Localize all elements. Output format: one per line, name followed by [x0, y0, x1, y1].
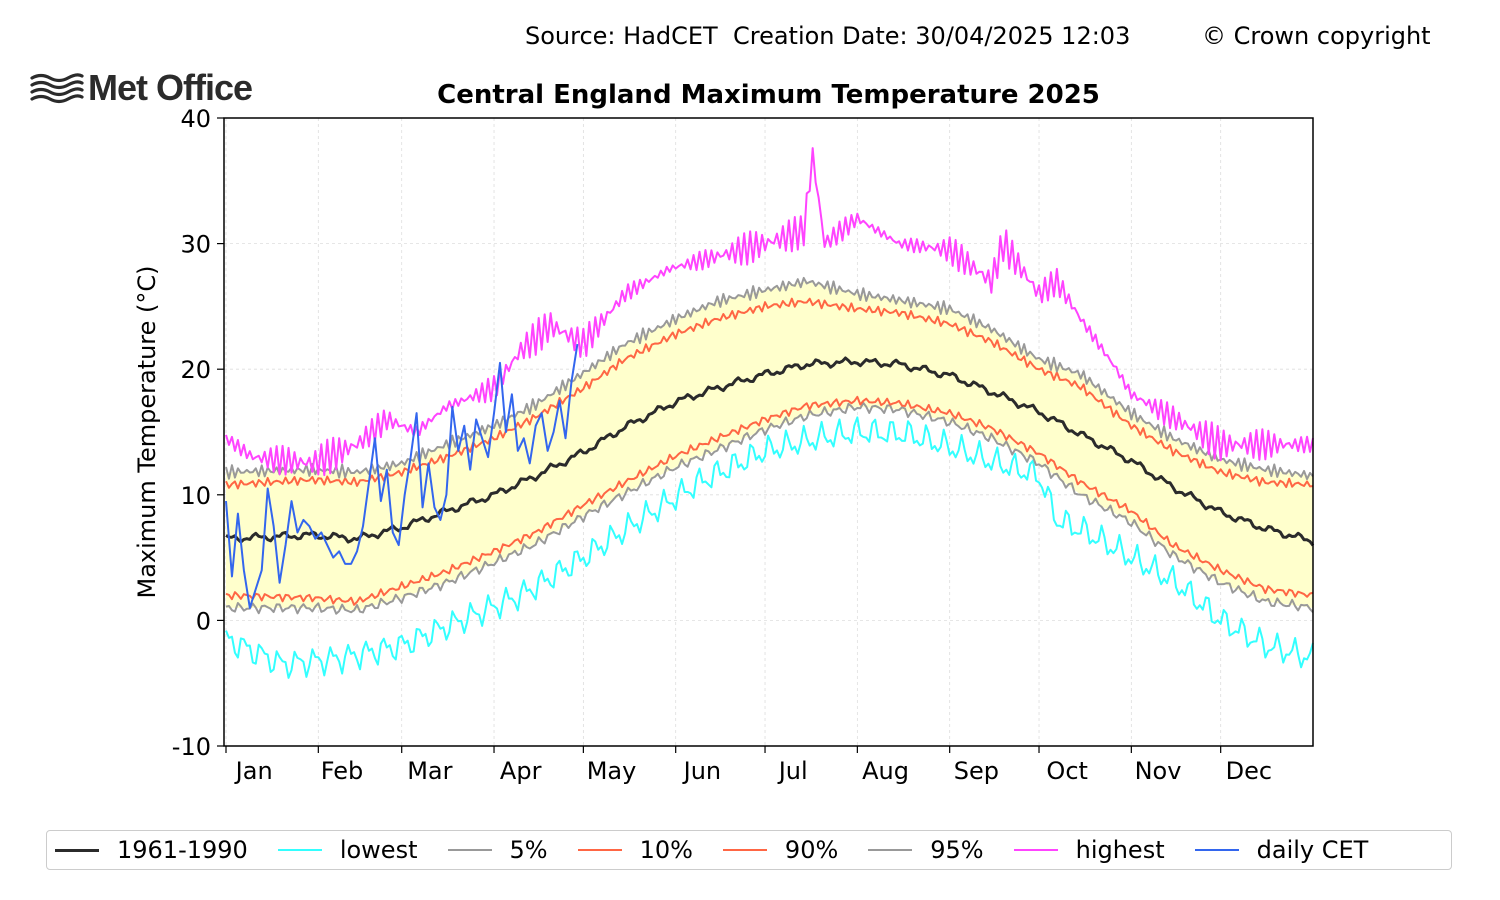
- legend-item: daily CET: [1194, 836, 1369, 864]
- legend-item: 1961-1990: [55, 836, 248, 864]
- legend-label: 1961-1990: [117, 836, 248, 864]
- legend-swatch: [277, 849, 322, 851]
- y-axis-label: Maximum Temperature (°C): [133, 265, 161, 598]
- month-label: Jun: [682, 757, 722, 785]
- header-copyright-text: © Crown copyright: [1202, 22, 1431, 50]
- legend-item: 10%: [577, 836, 693, 864]
- month-label: May: [587, 757, 637, 785]
- legend: 1961-1990 lowest 5% 10% 90% 95% highest daily C…: [46, 830, 1452, 870]
- series-line-lowest: [225, 416, 1314, 679]
- month-label: Jan: [234, 757, 273, 785]
- series-line-1961-1990: [225, 356, 1315, 547]
- series-line-daily-cet: [225, 343, 579, 609]
- series-line-90-: [225, 297, 1314, 490]
- legend-item: highest: [1013, 836, 1165, 864]
- month-label: Nov: [1135, 757, 1182, 785]
- header-source-text: Source: HadCET Creation Date: 30/04/2025…: [525, 22, 1131, 50]
- percentile-band: [226, 281, 1313, 611]
- plot-frame: [223, 117, 1314, 747]
- series-lines: [225, 147, 1315, 679]
- chart-title: Central England Maximum Temperature 2025: [437, 80, 1100, 110]
- legend-item: 90%: [722, 836, 839, 864]
- legend-label: 5%: [509, 836, 548, 864]
- series-line-highest: [225, 147, 1314, 477]
- series-line-10-: [225, 395, 1314, 606]
- legend-item: 5%: [447, 836, 548, 864]
- logo-text: Met Office: [88, 67, 253, 108]
- legend-label: daily CET: [1256, 836, 1369, 864]
- grid: [224, 118, 1313, 746]
- month-label: Sep: [954, 757, 999, 785]
- met-office-waves-icon: [30, 73, 84, 104]
- legend-item: 95%: [868, 836, 984, 864]
- met-office-logo: Met Office: [30, 66, 253, 110]
- legend-swatch: [447, 849, 492, 851]
- axes: 40 30 20 10 0 -10 Jan Feb Mar Apr May Jun Jul Aug Sep O…: [172, 105, 1272, 785]
- y-tick-label: 0: [196, 607, 211, 635]
- legend-item: lowest: [277, 836, 418, 864]
- y-tick-label: 10: [180, 482, 211, 510]
- series-line-5-: [225, 401, 1314, 615]
- legend-label: lowest: [339, 836, 418, 864]
- band-5-95: [226, 281, 1313, 611]
- y-tick-label: -10: [172, 733, 211, 761]
- legend-label: 95%: [930, 836, 984, 864]
- month-label: Dec: [1226, 757, 1272, 785]
- legend-label: 90%: [784, 836, 839, 864]
- y-tick-label: 40: [180, 105, 211, 133]
- legend-label: 10%: [639, 836, 693, 864]
- month-label: Aug: [862, 757, 909, 785]
- month-label: Oct: [1046, 757, 1088, 785]
- legend-swatch: [1013, 849, 1058, 851]
- month-label: Mar: [407, 757, 452, 785]
- month-label: Jul: [777, 757, 808, 785]
- legend-swatch: [577, 849, 622, 851]
- y-tick-label: 20: [180, 356, 211, 384]
- month-label: Feb: [321, 757, 364, 785]
- month-label: Apr: [500, 757, 542, 785]
- y-tick-label: 30: [180, 231, 211, 259]
- legend-label: highest: [1075, 836, 1165, 864]
- legend-swatch: [868, 849, 913, 851]
- legend-swatch: [1194, 849, 1239, 851]
- legend-swatch: [55, 848, 99, 852]
- series-line-95-: [225, 276, 1314, 481]
- legend-swatch: [722, 849, 767, 851]
